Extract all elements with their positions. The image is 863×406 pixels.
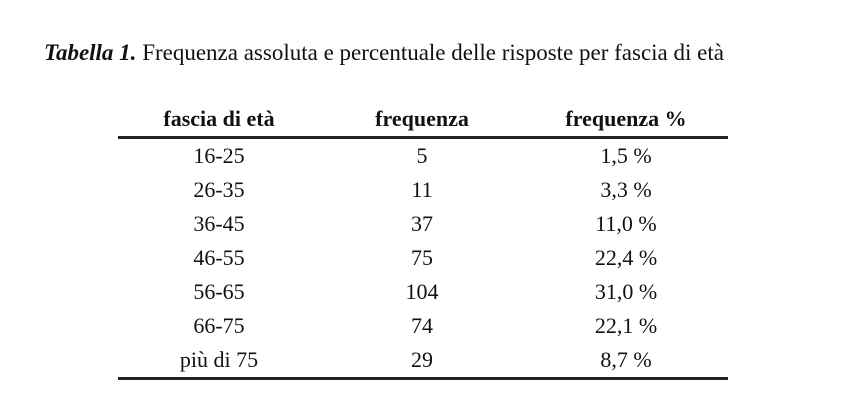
table-cell: 22,1 % (594, 313, 658, 338)
table-cell: 104 (405, 279, 439, 304)
table-row: 26-35 11 3,3 % (118, 173, 728, 207)
caption: Tabella 1. Frequenza assoluta e percentu… (44, 40, 724, 66)
table-cell: 56-65 (193, 279, 245, 304)
table-row: più di 75 29 8,7 % (118, 343, 728, 380)
table-cell: 36-45 (193, 211, 245, 236)
header-cell: frequenza (320, 102, 524, 139)
table-cell: 74 (411, 313, 433, 338)
header-cell: fascia di età (118, 102, 320, 139)
table-row: 56-65 104 31,0 % (118, 275, 728, 309)
table-cell: 16-25 (193, 143, 245, 168)
table-cell: più di 75 (118, 343, 320, 380)
table-cell: 31,0 % (594, 279, 658, 304)
table-cell: 11,0 % (595, 211, 657, 236)
caption-label: Tabella 1. (44, 40, 137, 65)
table-row: 66-75 74 22,1 % (118, 309, 728, 343)
table-cell: 46-55 (193, 245, 245, 270)
caption-text: Frequenza assoluta e percentuale delle r… (142, 40, 724, 65)
table-cell: 22,4 % (594, 245, 658, 270)
table-row: 36-45 37 11,0 % (118, 207, 728, 241)
table-cell: 8,7 % (524, 343, 728, 380)
table-cell: 5 (416, 143, 428, 168)
table-cell: 1,5 % (600, 143, 652, 168)
table-row: 46-55 75 22,4 % (118, 241, 728, 275)
table-cell: 29 (320, 343, 524, 380)
table-cell: 66-75 (193, 313, 245, 338)
table-row: 16-25 5 1,5 % (118, 138, 728, 174)
header-cell: frequenza % (524, 102, 728, 139)
table-cell: 26-35 (193, 177, 245, 202)
table-cell: 3,3 % (600, 177, 652, 202)
table-cell: 37 (411, 211, 433, 236)
table: fascia di età frequenza frequenza % 16-25 5… (118, 102, 728, 380)
table-cell: 75 (411, 245, 433, 270)
table-cell: 11 (411, 177, 433, 202)
table-body: 16-25 5 1,5 % 26-35 11 3,3 % 36-45 37 11,0 % 46-5… (118, 138, 728, 380)
header-row: fascia di età frequenza frequenza % (118, 102, 728, 139)
